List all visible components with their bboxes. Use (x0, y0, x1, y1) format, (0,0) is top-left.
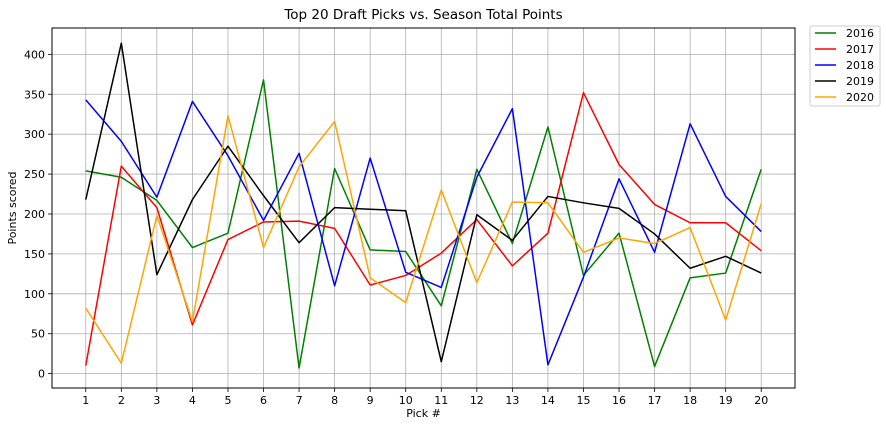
x-tick-label: 6 (260, 394, 267, 407)
legend-label: 2017 (846, 43, 874, 56)
x-tick-label: 9 (367, 394, 374, 407)
chart-title: Top 20 Draft Picks vs. Season Total Poin… (283, 7, 562, 23)
series-line-2019 (85, 42, 762, 363)
x-tick-label: 13 (505, 394, 519, 407)
x-tick-label: 11 (434, 394, 448, 407)
x-tick-label: 10 (399, 394, 413, 407)
series-line-2018 (85, 99, 762, 366)
y-axis-label: Points scored (6, 171, 19, 244)
x-tick-label: 2 (118, 394, 125, 407)
y-axis-ticks: 0 50 100 150 200 250 300 350 400 (24, 48, 52, 381)
x-tick-label: 1 (82, 394, 89, 407)
x-tick-label: 5 (224, 394, 231, 407)
x-tick-label: 19 (719, 394, 733, 407)
x-tick-label: 3 (153, 394, 160, 407)
x-tick-label: 17 (648, 394, 662, 407)
y-tick-label: 150 (24, 248, 45, 261)
x-tick-label: 12 (470, 394, 484, 407)
legend-label: 2016 (846, 27, 874, 40)
x-tick-label: 8 (331, 394, 338, 407)
x-tick-label: 14 (541, 394, 555, 407)
x-tick-label: 7 (296, 394, 303, 407)
y-tick-label: 200 (24, 208, 45, 221)
x-tick-label: 15 (576, 394, 590, 407)
series-layer (85, 42, 762, 369)
y-tick-label: 250 (24, 168, 45, 181)
y-tick-label: 100 (24, 288, 45, 301)
legend-box (809, 25, 881, 107)
legend-label: 2019 (846, 75, 874, 88)
legend-label: 2018 (846, 59, 874, 72)
series-line-2016 (85, 79, 762, 369)
x-tick-label: 4 (189, 394, 196, 407)
grid (52, 28, 795, 388)
plot-frame (51, 27, 796, 389)
x-tick-label: 16 (612, 394, 626, 407)
x-tick-label: 20 (754, 394, 768, 407)
series-line-2017 (85, 91, 762, 366)
series-line-2020 (85, 115, 762, 364)
x-axis-ticks: 1 2 3 4 5 6 7 8 9 10 11 12 13 14 15 16 17 18 19 20 (82, 388, 768, 407)
x-tick-label: 18 (683, 394, 697, 407)
y-tick-label: 350 (24, 88, 45, 101)
legend-label: 2020 (846, 91, 874, 104)
y-tick-label: 50 (31, 328, 45, 341)
y-tick-label: 400 (24, 48, 45, 61)
y-tick-label: 0 (38, 368, 45, 381)
y-tick-label: 300 (24, 128, 45, 141)
x-axis-label: Pick # (406, 407, 441, 420)
legend: 2016 2017 2018 2019 2020 (809, 25, 881, 107)
